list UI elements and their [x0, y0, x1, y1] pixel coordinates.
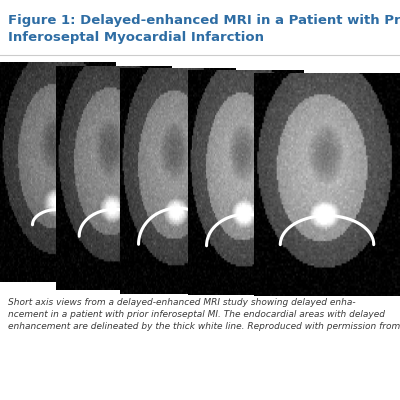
Text: Figure 1: Delayed-enhanced MRI in a Patient with Prior: Figure 1: Delayed-enhanced MRI in a Pati…: [8, 14, 400, 27]
Text: Inferoseptal Myocardial Infarction: Inferoseptal Myocardial Infarction: [8, 31, 264, 44]
Text: Short axis views from a delayed-enhanced MRI study showing delayed enha-
ncement: Short axis views from a delayed-enhanced…: [8, 298, 400, 330]
